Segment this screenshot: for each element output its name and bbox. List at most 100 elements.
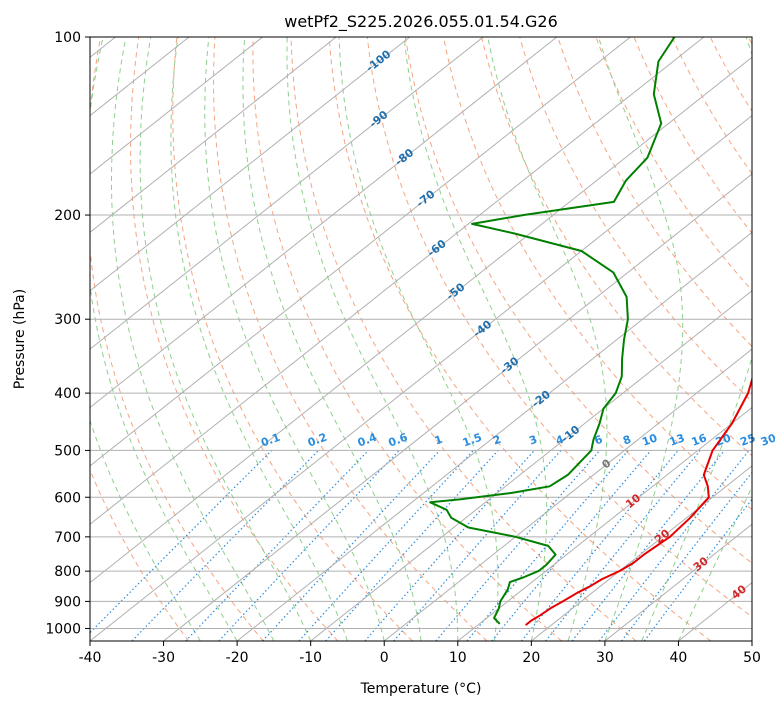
mixing-ratio-label: 0.4 [356, 431, 379, 450]
mixing-ratio-line [521, 450, 679, 641]
x-tick-label: -10 [299, 650, 322, 666]
mixing-ratio-label: 30 [759, 431, 775, 449]
mixing-ratio-line [571, 450, 725, 641]
moist-adiabat-line [598, 37, 684, 641]
isotherm-line [604, 523, 752, 641]
dewpoint-profile-line [429, 37, 676, 625]
isotherm-line [531, 465, 752, 641]
dry-adiabat-line [557, 37, 752, 348]
isotherm-line [383, 348, 752, 641]
dry-adiabat-line [366, 37, 752, 618]
moist-adiabat-line [90, 37, 238, 641]
isotherm-line [90, 37, 631, 467]
plot-frame [89, 36, 753, 642]
mixing-ratio-line [598, 450, 750, 641]
y-axis-ticks: 100 200 300 400 500 600 700 800 900 1000 [45, 30, 90, 637]
mixing-ratio-label: 0.6 [387, 431, 410, 450]
mixing-ratio-line [262, 449, 441, 641]
x-tick-label: 20 [522, 650, 540, 666]
profiles [429, 37, 752, 626]
isotherm-line [90, 37, 337, 233]
isotherm-line [90, 37, 484, 350]
y-tick-label: 800 [54, 564, 81, 580]
dry-adiabat-line [90, 468, 190, 641]
isotherm-line [90, 37, 411, 292]
mixing-ratio-line [621, 471, 752, 641]
dry-adiabat-line [328, 37, 712, 641]
y-axis-label: Pressure (hPa) [12, 289, 28, 389]
x-tick-label: 50 [743, 650, 761, 666]
mixing-ratio-line [364, 449, 535, 641]
mixing-ratio-line [298, 449, 474, 641]
dry-adiabat-line [481, 37, 752, 457]
moist-adiabat-line [111, 37, 275, 641]
mixing-ratio-line [131, 449, 319, 641]
isotherm-line [310, 290, 752, 641]
plot-area [90, 37, 752, 641]
mixing-ratio-line [325, 449, 499, 641]
x-tick-label: 30 [596, 650, 614, 666]
x-tick-label: 10 [449, 650, 467, 666]
moist-adiabat-line [170, 37, 348, 641]
isotherm-line [90, 37, 705, 525]
isotherm-line [457, 406, 752, 641]
x-tick-label: 0 [380, 650, 389, 666]
dry-adiabat-line [252, 37, 562, 641]
x-tick-label: 40 [670, 650, 688, 666]
moist-adiabat-line [677, 485, 752, 641]
temperature-profile-line [525, 376, 752, 626]
mixing-ratio-label: 1.5 [461, 431, 484, 450]
mixing-ratio-label: 0.2 [306, 431, 329, 450]
mixing-ratio-label: 8 [621, 433, 633, 448]
mixing-ratio-label: 2 [491, 433, 503, 448]
y-tick-label: 200 [54, 208, 81, 224]
isotherm-line [90, 56, 752, 584]
x-axis-ticks: -40 -30 -20 -10 0 10 20 30 40 50 [79, 641, 761, 666]
dry-adiabat-line [595, 37, 752, 292]
dry-adiabat-line [212, 37, 488, 641]
x-tick-label: -40 [79, 650, 102, 666]
mixing-ratio-labels: 0.10.20.40.611.52346810131620253036 [259, 431, 775, 450]
mixing-ratio-label: 1 [433, 433, 445, 448]
moist-adiabat-line [242, 37, 422, 641]
x-axis-label: Temperature (°C) [360, 681, 482, 697]
isotherm-line [90, 37, 558, 409]
moist-adiabat-line [641, 37, 752, 641]
mixing-ratio-label: 0.1 [259, 431, 282, 450]
mixing-ratio-line [491, 450, 652, 641]
dry-adiabat-line [90, 37, 264, 641]
y-tick-label: 100 [54, 30, 81, 46]
y-tick-label: 300 [54, 312, 81, 328]
mixing-ratio-label: 6 [593, 433, 605, 448]
mixing-ratio-label: 16 [690, 431, 709, 449]
y-tick-label: 400 [54, 386, 81, 402]
y-tick-label: 900 [54, 594, 81, 610]
y-tick-label: 600 [54, 490, 81, 506]
x-tick-label: -30 [152, 650, 175, 666]
mixing-ratio-label: 4 [554, 433, 566, 448]
dry-adiabat-line [443, 37, 752, 511]
mixing-ratio-label: 10 [640, 431, 659, 449]
grid-lines [90, 37, 752, 641]
isotherm-line [90, 114, 752, 641]
x-tick-label: -20 [226, 650, 249, 666]
mixing-ratio-label: 20 [714, 431, 733, 449]
mixing-ratio-line [90, 449, 273, 634]
isotherm-line [236, 231, 752, 641]
dry-adiabat-line [404, 37, 752, 564]
y-tick-label: 500 [54, 443, 81, 459]
mixing-ratio-label: 3 [527, 433, 539, 448]
dry-adiabat-line [633, 37, 752, 234]
mixing-ratio-label: 13 [668, 431, 687, 448]
moist-adiabat-line [90, 418, 201, 641]
chart-title: wetPf2_S225.2026.055.01.54.G26 [284, 12, 558, 32]
dry-adiabat-line [130, 37, 339, 641]
y-tick-label: 1000 [45, 621, 81, 637]
dry-adiabat-line [172, 37, 413, 641]
mixing-ratio-label: 25 [739, 431, 758, 448]
isotherm-line [163, 173, 752, 641]
y-tick-label: 700 [54, 530, 81, 546]
mixing-ratio-line [435, 450, 601, 641]
isotherm-line [90, 37, 263, 175]
